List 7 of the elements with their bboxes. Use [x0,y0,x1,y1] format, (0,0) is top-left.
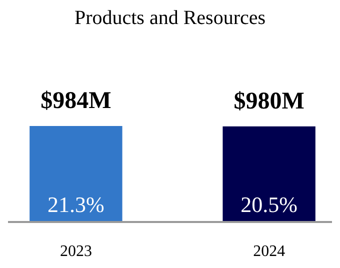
data-label: $980M [234,88,304,114]
annotation: 21.3% [48,192,104,217]
data-label: $984M [40,88,112,114]
chart-title: Products and Resources [74,7,266,29]
x-tick-label: 2024 [253,243,286,260]
x-tick-label: 2023 [60,243,92,260]
annotation: 20.5% [240,192,298,217]
